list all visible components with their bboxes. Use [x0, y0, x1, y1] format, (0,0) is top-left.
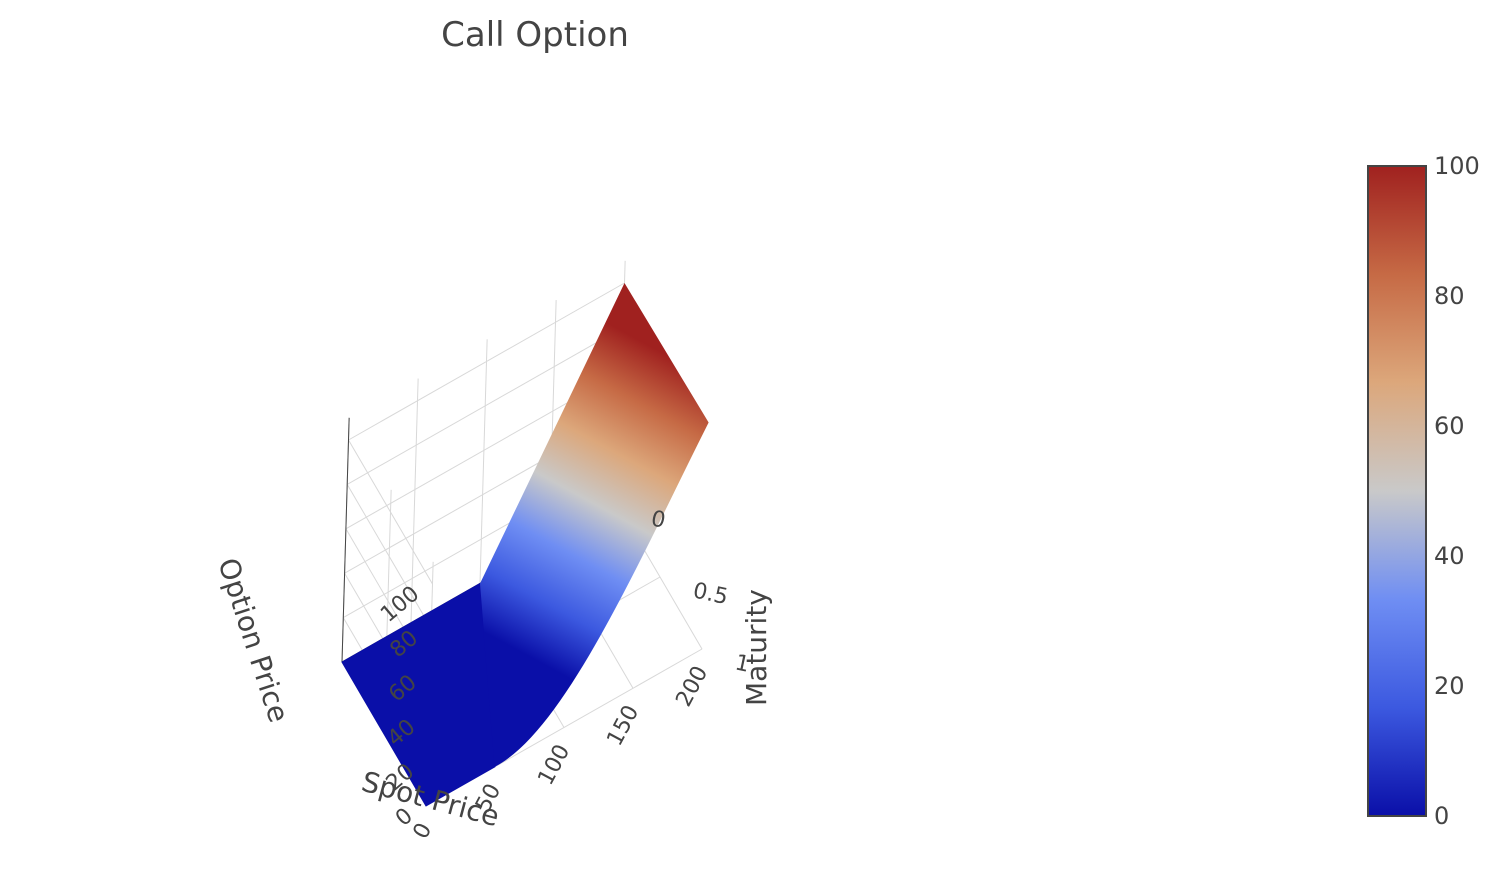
- colorbar: 0 20 40 60 80 100: [1367, 152, 1480, 830]
- surface-payoff-region[interactable]: [480, 283, 709, 767]
- y-axis-title: Maturity: [740, 589, 773, 706]
- grid-line: [348, 282, 625, 441]
- y-tick-label: 0: [649, 506, 668, 533]
- x-tick-label: 100: [534, 741, 576, 790]
- grid-line: [348, 439, 433, 585]
- colorbar-tick-label: 100: [1434, 152, 1480, 180]
- axis-edge: [341, 417, 350, 663]
- colorbar-tick-label: 0: [1434, 802, 1449, 830]
- chart-title: Call Option: [441, 15, 629, 55]
- y-tick-label: 1: [733, 650, 752, 677]
- colorbar-tick-label: 20: [1434, 672, 1465, 700]
- colorbar-tick-label: 40: [1434, 542, 1465, 570]
- colorbar-scale: [1367, 165, 1427, 817]
- colorbar-tick-label: 80: [1434, 282, 1465, 310]
- colorbar-tick-label: 60: [1434, 412, 1465, 440]
- x-tick-label: 200: [672, 662, 714, 711]
- surface-layer[interactable]: [341, 283, 709, 807]
- x-tick-label: 150: [603, 701, 645, 750]
- grid-line: [479, 339, 488, 584]
- y-tick-label: 0.5: [691, 578, 730, 610]
- z-axis-title: Option Price: [211, 554, 295, 727]
- grid-line: [410, 378, 419, 623]
- grid-line: [346, 484, 432, 629]
- grid-line: [346, 326, 624, 485]
- colorbar-ticks: 0 20 40 60 80 100: [1434, 152, 1480, 830]
